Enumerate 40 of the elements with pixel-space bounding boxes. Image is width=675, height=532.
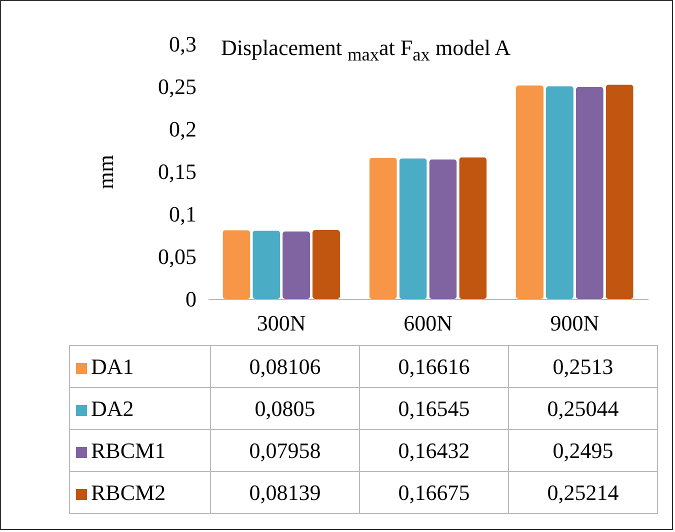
chart-title: Displacement $_{max}$at F$_{ax}$ model A	[221, 35, 511, 66]
data-label: 0,2495	[508, 430, 658, 472]
bar	[429, 159, 457, 299]
y-tick-label: 0,1	[169, 202, 196, 226]
y-tick-label: 0,25	[158, 74, 196, 99]
bar	[546, 86, 574, 299]
data-label: 0,08139	[210, 472, 360, 514]
y-tick-label: 0,2	[169, 116, 196, 142]
legend-label: DA1	[70, 346, 210, 388]
legend-label: DA2	[70, 388, 210, 430]
data-label: 0,16545	[360, 388, 508, 430]
x-tick-label: 300N	[256, 310, 306, 336]
y-axis-title: mm	[93, 154, 118, 190]
data-label: 0,07958	[210, 430, 360, 472]
bar	[282, 231, 310, 299]
bar	[516, 85, 544, 299]
bar	[222, 230, 250, 299]
bar	[459, 157, 487, 299]
data-label: 0,16432	[360, 430, 508, 472]
x-tick-label: 600N	[404, 310, 453, 336]
x-tick-label: 900N	[550, 310, 600, 336]
data-label: 0,16675	[360, 472, 508, 514]
y-tick-label: 0	[186, 286, 196, 312]
bar	[399, 158, 427, 299]
bar	[369, 158, 397, 299]
data-label: 0,25044	[508, 388, 658, 430]
legend-label: RBCM1	[70, 430, 210, 472]
y-tick-label: 0,15	[158, 159, 196, 184]
bar	[606, 84, 634, 299]
bar	[312, 230, 340, 299]
legend-label: RBCM2	[70, 472, 210, 514]
bar	[576, 86, 604, 299]
y-tick-label: 0,3	[169, 32, 196, 56]
data-label: 0,25214	[508, 472, 658, 514]
bar	[252, 230, 280, 299]
data-label: 0,0805	[210, 388, 360, 430]
data-label: 0,08106	[210, 346, 360, 388]
data-label: 0,2513	[508, 346, 658, 388]
y-tick-label: 0,05	[158, 244, 196, 269]
data-label: 0,16616	[360, 346, 508, 388]
